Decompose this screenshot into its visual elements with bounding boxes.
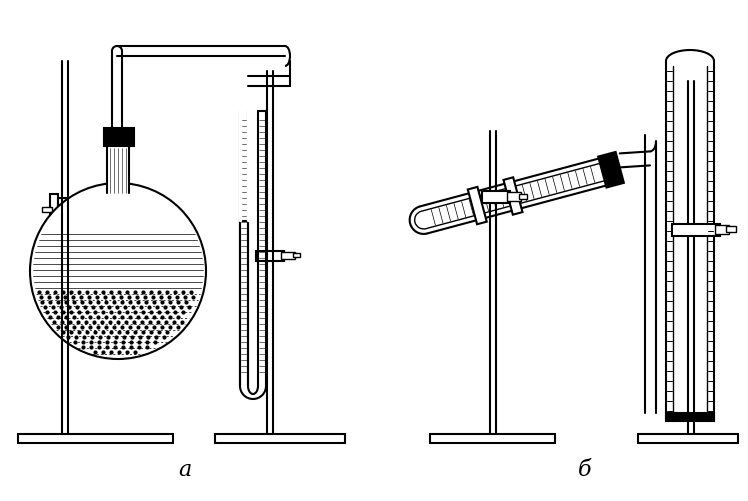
Bar	[42, 207, 52, 212]
Bar	[726, 226, 736, 232]
Bar	[107, 147, 129, 193]
Bar	[58, 198, 80, 205]
Bar	[430, 434, 555, 443]
Bar	[58, 207, 80, 214]
Bar	[507, 192, 521, 201]
Bar	[293, 254, 300, 258]
Text: б: б	[578, 458, 592, 480]
Bar	[638, 434, 738, 443]
Bar	[482, 191, 510, 203]
Polygon shape	[598, 153, 624, 188]
Polygon shape	[503, 178, 523, 215]
Text: a: a	[178, 458, 191, 480]
Bar	[18, 434, 173, 443]
Bar	[715, 225, 729, 234]
Bar	[50, 194, 58, 216]
Bar	[672, 224, 720, 236]
Bar	[215, 434, 345, 443]
Bar	[281, 253, 295, 260]
Bar	[519, 194, 527, 199]
Circle shape	[30, 184, 206, 359]
Bar	[104, 129, 134, 147]
Bar	[256, 252, 284, 262]
Bar	[666, 413, 714, 421]
Polygon shape	[468, 187, 487, 225]
